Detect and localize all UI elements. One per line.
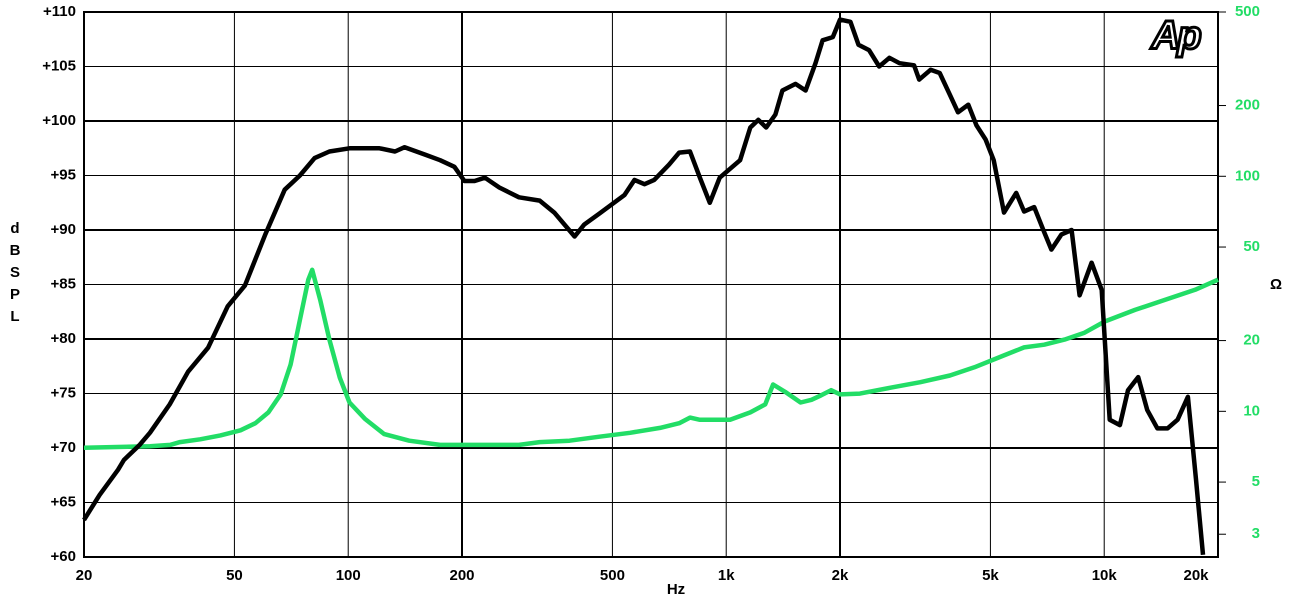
y2-tick-label: 500 bbox=[1235, 3, 1260, 20]
line bbox=[82, 17, 1206, 556]
y-tick-label: +95 bbox=[51, 166, 76, 183]
x-tick-label: 1k bbox=[718, 567, 735, 584]
x-tick-label: 2k bbox=[832, 567, 849, 584]
y2-tick-label: 200 bbox=[1235, 97, 1260, 114]
x-tick-label: 10k bbox=[1092, 567, 1118, 584]
y-tick-label: +100 bbox=[42, 112, 76, 129]
y-tick-label: +60 bbox=[51, 548, 76, 565]
x-tick-label: 200 bbox=[449, 567, 474, 584]
x-axis-label: Hz bbox=[667, 581, 685, 598]
y2-tick-label: 50 bbox=[1243, 238, 1260, 255]
y-tick-label: +105 bbox=[42, 57, 76, 74]
x-tick-label: 20 bbox=[76, 567, 93, 584]
line bbox=[83, 267, 1219, 450]
y2-tick-label: 10 bbox=[1243, 402, 1260, 419]
logo: Ap bbox=[1150, 14, 1201, 58]
y2-axis-label: Ω bbox=[1270, 276, 1282, 293]
x-tick-label: 5k bbox=[982, 567, 999, 584]
x-tick-label: 500 bbox=[600, 567, 625, 584]
y-axis-label: dB SPL bbox=[9, 220, 21, 325]
y2-tick-label: 5 bbox=[1252, 473, 1260, 490]
y-tick-label: +75 bbox=[51, 384, 76, 401]
y2-tick-label: 100 bbox=[1235, 167, 1260, 184]
plot-frame bbox=[83, 11, 1219, 558]
y-tick-label: +90 bbox=[51, 221, 76, 238]
y-tick-label: +85 bbox=[51, 275, 76, 292]
x-tick-label: 20k bbox=[1183, 567, 1209, 584]
x-tick-label: 100 bbox=[336, 567, 361, 584]
y-tick-label: +70 bbox=[51, 439, 76, 456]
x-tick-label: 50 bbox=[226, 567, 243, 584]
y-tick-label: +80 bbox=[51, 330, 76, 347]
y-tick-label: +110 bbox=[43, 3, 76, 20]
y2-tick-label: 20 bbox=[1243, 332, 1260, 349]
y-tick-label: +65 bbox=[51, 493, 76, 510]
y2-tick-label: 3 bbox=[1252, 525, 1260, 542]
